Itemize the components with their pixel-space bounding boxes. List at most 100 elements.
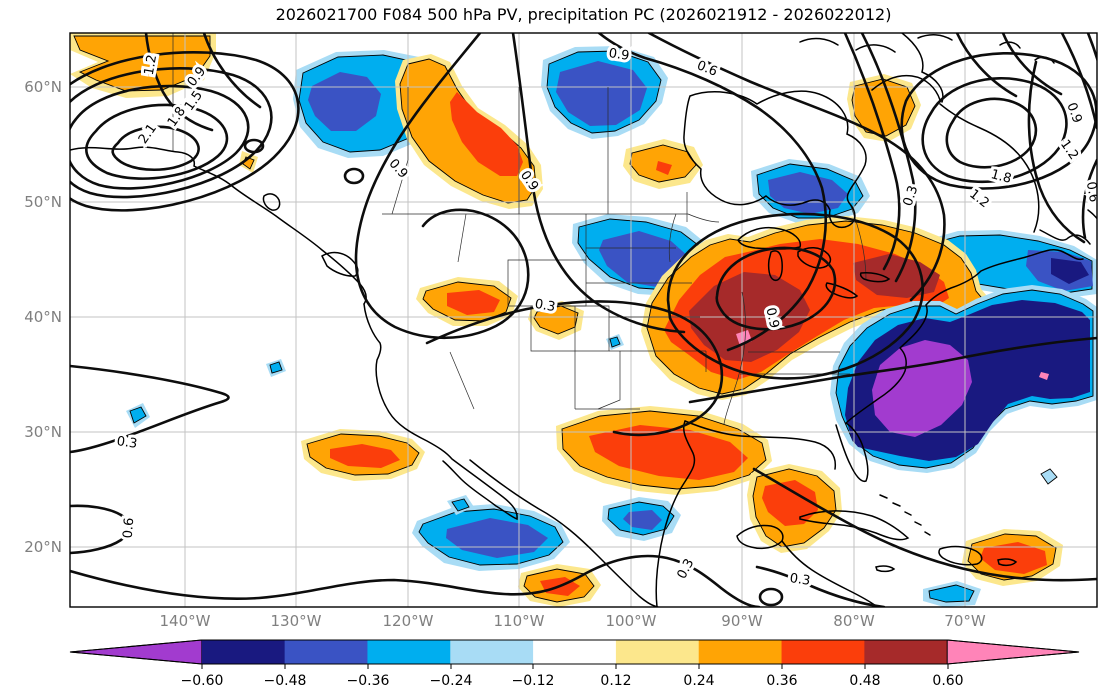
coastline (683, 90, 867, 229)
anomaly-polygon (872, 340, 972, 437)
coastline (70, 146, 367, 305)
coastline (737, 226, 802, 250)
colorbar-tick-label: 0.12 (600, 673, 631, 689)
shaded-region-colorado-positive (416, 277, 518, 326)
colorbar-segment (284, 640, 368, 664)
political-border (457, 213, 467, 263)
pv-contour (900, 51, 1097, 190)
political-border (449, 351, 475, 410)
contour-label: 0.6 (121, 517, 138, 539)
lat-tick-label: 60°N (24, 78, 62, 96)
colorbar-tick-label: 0.36 (766, 673, 797, 689)
pv-contour (1027, 60, 1086, 244)
coastline (997, 558, 1018, 567)
coastline (781, 540, 877, 607)
coastline (767, 250, 783, 282)
pv-contour (85, 103, 229, 180)
colorbar: −0.60 −0.48 −0.36 −0.24 −0.12 0.12 0.24 0.36 0.4… (69, 639, 1080, 689)
shaded-region-bahamas-diamond-negative (1040, 468, 1058, 485)
colorbar-segment (781, 640, 865, 664)
contour-label: 0.3 (116, 434, 139, 452)
contour-label: 0.3 (901, 184, 922, 208)
pv-contour (70, 50, 300, 212)
pv-contour (70, 364, 230, 454)
political-border (723, 291, 746, 425)
colorbar-tick-label: 0.60 (932, 673, 963, 689)
colorbar-segment (615, 640, 700, 664)
pv-contour (70, 504, 130, 555)
anomaly-polygon (1040, 468, 1058, 485)
colorbar-tick-label: −0.60 (181, 673, 224, 689)
pv-contour (354, 33, 530, 340)
anomaly-polygon (762, 480, 818, 526)
shaded-region-southwest-mexico-negative (412, 504, 570, 571)
pv-contour (666, 212, 924, 380)
lon-tick-label: 80°W (833, 612, 875, 630)
pv-contour (144, 33, 214, 132)
shaded-region-caribbean-south-negative (923, 581, 981, 607)
shaded-region-plains-dot-negative (606, 334, 624, 350)
coastline (469, 459, 659, 607)
political-border (668, 213, 677, 263)
coastline (835, 422, 869, 483)
coastline (262, 193, 281, 211)
shaded-region-manitoba-negative (541, 46, 668, 139)
coastline (363, 303, 518, 521)
colorbar-segment (698, 640, 783, 664)
coastline (914, 521, 922, 526)
anomaly-polygon (980, 542, 1047, 574)
colorbar-tick-label: −0.24 (430, 673, 473, 689)
coastline (825, 282, 859, 299)
axis-tick-labels: 60°N 50°N 40°N 30°N 20°N 140°W 130°W 120°W 110°W… (24, 78, 986, 630)
plot-title: 2026021700 F084 500 hPa PV, precipitatio… (275, 5, 892, 24)
coastline (655, 420, 696, 607)
pv-contour (843, 33, 901, 271)
coastline (901, 33, 944, 103)
pv-contour (1086, 33, 1097, 63)
coastline (859, 272, 891, 283)
lat-tick-label: 50°N (24, 193, 62, 211)
anomaly-polygon (447, 290, 500, 315)
pv-contour (70, 84, 250, 190)
shaded-anomaly-layer (70, 33, 1097, 607)
anomaly-polygon (451, 498, 470, 512)
contour-label: 1.8 (989, 167, 1013, 187)
contour-label: 1.2 (1057, 137, 1081, 163)
coastline (1087, 209, 1097, 220)
coastline (892, 502, 901, 507)
anomaly-polygon (589, 425, 748, 480)
colorbar-segment (201, 640, 286, 664)
coastline (938, 545, 983, 566)
political-border (597, 351, 621, 410)
map-frame (69, 32, 1098, 608)
lon-tick-label: 110°W (494, 612, 545, 630)
shaded-region-yucatan-channel-positive (747, 464, 842, 553)
coastline (855, 44, 896, 53)
lon-tick-label: 130°W (271, 612, 322, 630)
anomaly-polygon (556, 61, 647, 126)
pv-contour (202, 33, 262, 109)
colorbar-segment (367, 640, 451, 664)
coastline (875, 565, 896, 573)
contour-label: 0.9 (386, 156, 411, 181)
colorbar-tick-label: 0.24 (683, 673, 714, 689)
anomaly-polygon (269, 361, 283, 374)
lon-tick-label: 100°W (606, 612, 657, 630)
pv-contour (1060, 33, 1097, 130)
coastline (904, 511, 912, 516)
colorbar-tick-label: −0.48 (264, 673, 307, 689)
shaded-region-mexico-small-dot-negative (447, 495, 474, 515)
political-border (687, 213, 720, 223)
lat-tick-label: 30°N (24, 423, 62, 441)
coastline (999, 41, 1021, 49)
anomaly-polygon (1039, 372, 1049, 380)
coastline (917, 34, 953, 41)
shaded-region-texas-gulf-positive (556, 406, 772, 495)
pv-contour (1081, 158, 1097, 240)
colorbar-segment (533, 640, 617, 664)
anomaly-polygon (446, 518, 548, 558)
colorbar-segment (864, 640, 948, 664)
pv-contour (343, 167, 365, 185)
